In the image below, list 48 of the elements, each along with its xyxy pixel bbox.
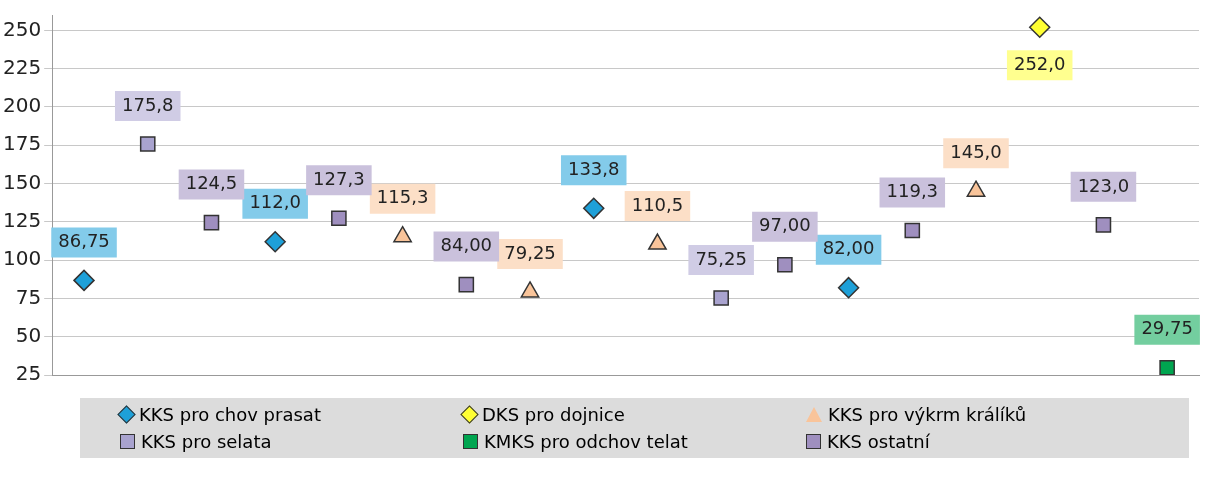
legend-label: KMKS pro odchov telat	[484, 431, 688, 452]
point	[777, 256, 793, 273]
data-label: 124,5	[185, 172, 238, 194]
data-label: 79,25	[504, 241, 556, 263]
legend-label: KKS pro chov prasat	[139, 404, 321, 425]
data-label: 175,8	[121, 93, 174, 115]
point	[203, 214, 220, 231]
y-tick-label: 50	[15, 322, 42, 347]
point	[458, 276, 475, 293]
point	[331, 210, 347, 227]
legend-label: KKS ostatní	[827, 431, 930, 452]
point	[904, 222, 921, 239]
y-tick-label: 225	[2, 54, 42, 79]
data-label: 112,0	[249, 191, 301, 213]
point	[139, 136, 156, 152]
legend-label: DKS pro dojnice	[482, 404, 625, 425]
data-label: 123,0	[1077, 174, 1130, 196]
point	[1095, 217, 1112, 233]
data-label: 115,3	[376, 186, 429, 208]
data-label: 133,8	[567, 158, 620, 179]
point	[1159, 359, 1175, 375]
data-label: 145,0	[950, 140, 1002, 162]
y-tick-label: 25	[15, 361, 42, 386]
point	[264, 230, 286, 253]
data-label: 127,3	[313, 167, 365, 189]
data-label: 119,3	[886, 180, 939, 202]
point	[1028, 16, 1051, 39]
point	[837, 276, 860, 299]
y-tick-label: 175	[2, 131, 42, 156]
y-tick-label: 150	[2, 169, 42, 194]
legend-label: KKS pro selata	[141, 431, 272, 452]
point	[582, 197, 605, 220]
y-tick-label: 250	[2, 16, 42, 41]
data-label: 86,75	[58, 230, 110, 252]
data-label: 252,0	[1013, 52, 1066, 74]
data-label: 97,00	[759, 214, 811, 236]
data-label: 110,5	[631, 193, 684, 215]
y-tick-label: 100	[2, 246, 42, 271]
data-label: 29,75	[1141, 317, 1193, 339]
point	[73, 269, 95, 292]
y-tick-label: 125	[2, 208, 42, 233]
data-label: 84,00	[440, 234, 493, 256]
data-label: 82,00	[822, 237, 875, 259]
legend-label: KKS pro výkrm králíků	[828, 404, 1027, 425]
data-label: 75,25	[695, 247, 747, 269]
point	[713, 290, 729, 306]
y-tick-label: 200	[2, 93, 42, 118]
y-tick-label: 75	[15, 284, 42, 309]
